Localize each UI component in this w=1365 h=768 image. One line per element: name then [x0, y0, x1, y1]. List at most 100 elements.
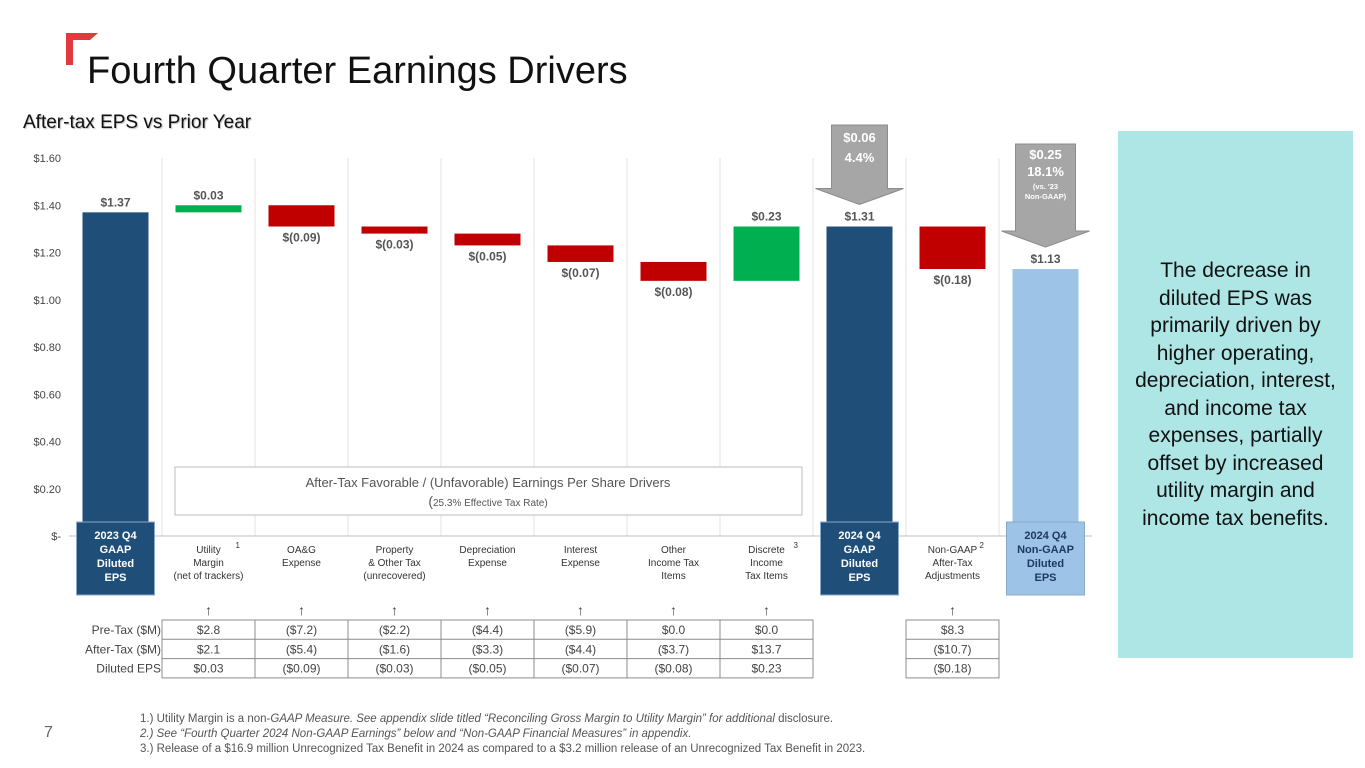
footnote-marker: 1 — [236, 541, 241, 550]
table-cell: ($0.18) — [933, 662, 971, 676]
category-label: EPS — [1034, 572, 1056, 584]
data-label: $1.37 — [100, 195, 130, 209]
drivers-annotation-subtitle: (25.3% Effective Tax Rate) — [428, 493, 547, 509]
category-label: Diluted — [97, 558, 134, 570]
table-cell: $0.03 — [193, 662, 223, 676]
category-label: Tax Items — [745, 571, 788, 582]
table-cell: $8.3 — [941, 623, 965, 637]
up-arrow-icon: ↑ — [670, 602, 677, 618]
table-cell: ($0.03) — [375, 662, 413, 676]
table-cell: ($0.09) — [282, 662, 320, 676]
table-cell: ($5.4) — [286, 642, 317, 656]
table-cell: ($1.6) — [379, 642, 410, 656]
category-label: Expense — [561, 558, 600, 569]
table-row-header: Diluted EPS — [96, 662, 161, 676]
bar-decrease — [640, 261, 707, 281]
change-arrow-label: 18.1% — [1027, 164, 1064, 179]
up-arrow-icon: ↑ — [949, 602, 956, 618]
table-cell: ($0.08) — [654, 662, 692, 676]
table-cell: $2.8 — [197, 623, 221, 637]
table-cell: $13.7 — [751, 642, 781, 656]
footnote-2: 2.) See “Fourth Quarter 2024 Non-GAAP Ea… — [140, 728, 692, 740]
bar-increase — [175, 205, 242, 213]
data-label: $1.31 — [844, 210, 874, 224]
category-label: Expense — [468, 558, 507, 569]
category-label: Interest — [564, 545, 598, 556]
table-cell: ($0.07) — [561, 662, 599, 676]
footnote-1: 1.) Utility Margin is a non-GAAP Measure… — [140, 713, 834, 725]
table-border — [905, 619, 1000, 679]
y-tick-label: $0.40 — [33, 437, 61, 449]
category-label: Non-GAAP — [928, 545, 978, 556]
up-arrow-icon: ↑ — [484, 602, 491, 618]
change-arrow-label: 4.4% — [845, 150, 875, 165]
category-label: After-Tax — [932, 558, 972, 569]
y-tick-label: $1.00 — [33, 295, 61, 307]
change-arrow-label: (vs. '23 — [1033, 182, 1058, 191]
data-label: $(0.08) — [654, 285, 692, 299]
category-label: & Other Tax — [368, 558, 421, 569]
change-arrow — [815, 124, 904, 206]
bar-decrease — [547, 245, 614, 262]
category-label: (unrecovered) — [363, 571, 425, 582]
table-row-header: After-Tax ($M) — [85, 642, 161, 656]
logo-corner-icon — [66, 33, 98, 65]
category-label: Non-GAAP — [1017, 544, 1074, 556]
drivers-annotation-title: After-Tax Favorable / (Unfavorable) Earn… — [306, 475, 671, 490]
eps-waterfall-chart: $- $0.20 $0.40 $0.60 $0.80 $1.00 $1.20 $1.40 $1.… — [33, 124, 1092, 679]
bar-decrease — [919, 226, 986, 270]
category-label: Discrete — [748, 545, 785, 556]
data-label: $0.23 — [751, 210, 781, 224]
footnote-marker: 3 — [794, 541, 799, 550]
category-label: EPS — [848, 572, 870, 584]
category-label: GAAP — [100, 544, 132, 556]
change-arrow-label: $0.25 — [1029, 147, 1062, 162]
up-arrow-icon: ↑ — [205, 602, 212, 618]
table-cell: ($4.4) — [472, 623, 503, 637]
chart-subtitle: After-tax EPS vs Prior Year — [23, 112, 252, 133]
category-label: Other — [661, 545, 687, 556]
table-cell: ($3.3) — [472, 642, 503, 656]
data-label: $(0.03) — [375, 238, 413, 252]
y-tick-label: $1.60 — [33, 153, 61, 165]
category-label: Utility — [196, 545, 220, 556]
change-arrow — [1001, 143, 1090, 248]
bar-total — [82, 212, 149, 536]
summary-callout: The decrease in diluted EPS was primaril… — [1118, 131, 1353, 658]
drivers-annotation-box — [174, 466, 803, 516]
y-tick-label: $0.80 — [33, 342, 61, 354]
table-cell: $2.1 — [197, 642, 221, 656]
category-box — [76, 521, 155, 596]
table-cell: $0.0 — [662, 623, 686, 637]
category-label: Depreciation — [459, 545, 515, 556]
table-cell: ($5.9) — [565, 623, 596, 637]
category-label: GAAP — [844, 544, 876, 556]
table-cell: $0.0 — [755, 623, 779, 637]
category-label: 2023 Q4 — [94, 530, 137, 542]
table-cell: ($3.7) — [658, 642, 689, 656]
data-label: $0.03 — [193, 188, 223, 202]
category-label: Diluted — [1027, 558, 1064, 570]
bar-decrease — [268, 205, 335, 227]
page-title: Fourth Quarter Earnings Drivers — [87, 50, 628, 92]
bar-decrease — [454, 233, 521, 246]
footnote-3: 3.) Release of a $16.9 million Unrecogni… — [140, 743, 866, 755]
category-label: Income Tax — [648, 558, 699, 569]
change-arrow-label: $0.06 — [843, 130, 876, 145]
page-number: 7 — [44, 724, 53, 741]
category-label: (net of trackers) — [173, 571, 243, 582]
table-row-header: Pre-Tax ($M) — [92, 623, 161, 637]
category-label: Diluted — [841, 558, 878, 570]
y-tick-label: $1.20 — [33, 248, 61, 260]
table-cell: ($0.05) — [468, 662, 506, 676]
category-label: 2024 Q4 — [1024, 530, 1067, 542]
bar-non_gaap_total — [1012, 269, 1079, 536]
category-label: Expense — [282, 558, 321, 569]
category-label: OA&G — [287, 545, 316, 556]
footnotes: 1.) Utility Margin is a non-GAAP Measure… — [140, 712, 865, 757]
y-tick-label: $- — [51, 531, 61, 543]
data-label: $(0.07) — [561, 266, 599, 280]
category-label: Margin — [193, 558, 224, 569]
up-arrow-icon: ↑ — [391, 602, 398, 618]
data-label: $(0.18) — [933, 273, 971, 287]
